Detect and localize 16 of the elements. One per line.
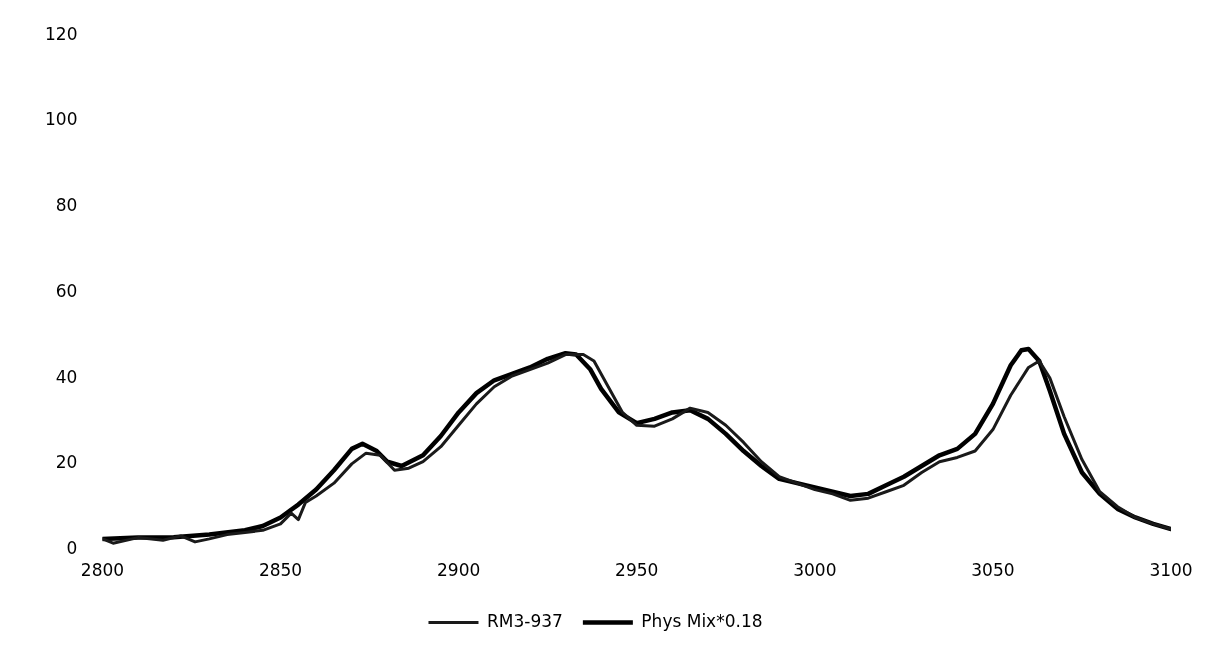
x-tick-label: 2800: [80, 560, 125, 581]
x-tick-label: 3100: [1149, 560, 1193, 581]
y-tick-label: 40: [55, 366, 78, 387]
y-tick-label: 0: [66, 538, 78, 559]
y-tick-label: 100: [44, 109, 78, 130]
x-tick-label: 2850: [258, 560, 303, 581]
legend-label: Phys Mix*0.18: [641, 610, 763, 631]
y-tick-label: 20: [55, 452, 78, 473]
x-tick-label: 3000: [793, 560, 837, 581]
x-tick-label: 3050: [971, 560, 1015, 581]
y-tick-label: 120: [44, 23, 78, 44]
x-tick-label: 2950: [615, 560, 659, 581]
legend-label: RM3-937: [486, 610, 563, 631]
y-tick-label: 80: [55, 195, 78, 216]
y-tick-label: 60: [55, 280, 78, 301]
x-tick-label: 2900: [437, 560, 481, 581]
